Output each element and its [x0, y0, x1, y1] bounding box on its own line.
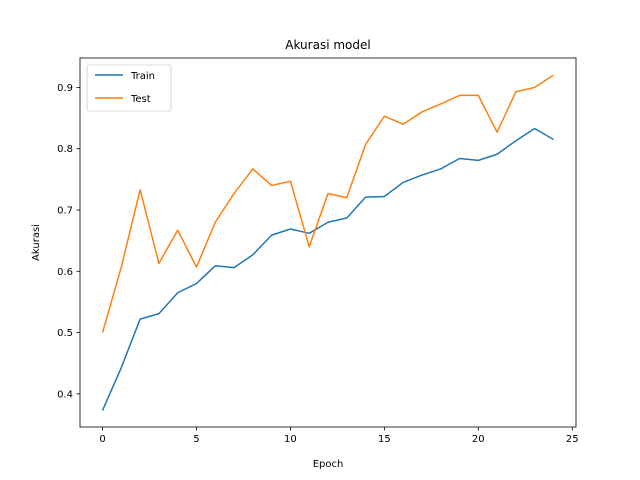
x-axis-ticks: 0 5 10 15 20 25 — [99, 427, 579, 445]
x-tick-label: 20 — [472, 434, 485, 445]
y-tick-label: 0.5 — [57, 328, 73, 339]
legend-box — [86, 64, 172, 112]
series-line-test — [101, 74, 554, 333]
legend-label-test: Test — [130, 94, 151, 105]
x-tick-label: 25 — [566, 434, 579, 445]
x-tick-label: 10 — [284, 434, 297, 445]
legend: Train Test — [86, 64, 172, 112]
y-axis-label: Akurasi — [31, 224, 42, 261]
series-line-train — [101, 127, 554, 411]
y-tick-label: 0.8 — [57, 144, 73, 155]
y-tick-label: 0.6 — [57, 267, 73, 278]
legend-label-train: Train — [130, 71, 155, 82]
x-tick-label: 0 — [99, 434, 105, 445]
chart-title: Akurasi model — [285, 38, 370, 52]
x-tick-label: 5 — [193, 434, 199, 445]
y-tick-label: 0.9 — [57, 83, 73, 94]
x-axis-label: Epoch — [313, 459, 344, 470]
x-tick-label: 15 — [378, 434, 391, 445]
y-axis-ticks: 0.4 0.5 0.6 0.7 0.8 0.9 — [57, 83, 80, 400]
plot-frame — [79, 57, 577, 428]
y-tick-label: 0.4 — [57, 389, 73, 400]
plot-lines — [101, 74, 554, 411]
y-tick-label: 0.7 — [57, 206, 73, 217]
